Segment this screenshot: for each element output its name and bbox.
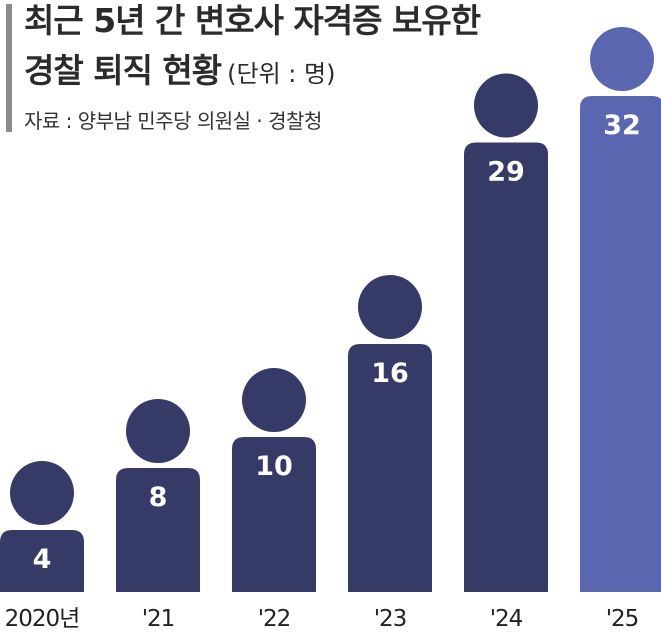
bar-head	[126, 399, 190, 463]
x-tick-label: '21	[142, 606, 175, 632]
bar-value-label: 4	[33, 544, 52, 575]
source-note: 자료 : 양부남 민주당 의원실 · 경찰청	[24, 109, 322, 133]
bar-body	[0, 530, 84, 592]
bar-value-label: 32	[603, 110, 641, 141]
header-accent-bar	[6, 4, 12, 132]
chart-title-text: 경찰 퇴직 현황	[24, 51, 222, 90]
bar-body	[464, 142, 548, 592]
x-tick-label: '25	[606, 606, 639, 632]
bar-value-label: 29	[487, 157, 525, 188]
bar-marks: 4 8 10 16 29 32	[0, 27, 661, 592]
bar-value-label: 8	[149, 482, 168, 513]
bar-body	[580, 96, 661, 592]
bar-head	[474, 73, 538, 138]
chart-title-line2: 경찰 퇴직 현황 (단위 : 명)	[24, 54, 335, 87]
bar-body	[116, 468, 200, 592]
bar-body	[232, 437, 316, 592]
x-tick-label: '24	[490, 606, 523, 632]
bar-head	[10, 461, 74, 525]
x-tick-label: 2020년	[5, 606, 80, 632]
bar-head	[242, 368, 306, 432]
unit-label: (단위 : 명)	[227, 60, 336, 88]
chart-header: 최근 5년 간 변호사 자격증 보유한 경찰 퇴직 현황 (단위 : 명) 자료 …	[0, 0, 661, 140]
x-tick-label: '23	[374, 606, 407, 632]
bar-head	[590, 27, 654, 91]
x-axis-labels: 2020년 '21 '22 '23 '24 '25	[5, 606, 640, 632]
bar-body	[348, 344, 432, 592]
bar-value-label: 16	[371, 358, 409, 389]
bar-head	[358, 275, 422, 339]
chart-title-line1: 최근 5년 간 변호사 자격증 보유한	[24, 1, 481, 40]
x-tick-label: '22	[258, 606, 291, 632]
bar-value-label: 10	[255, 451, 293, 482]
